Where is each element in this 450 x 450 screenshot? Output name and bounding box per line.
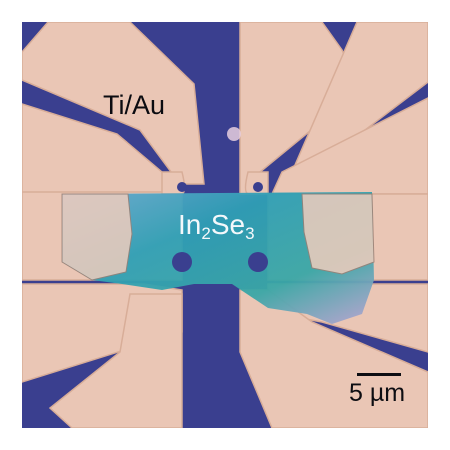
- electrode-bottom-left: [48, 293, 183, 428]
- debris: [227, 127, 241, 141]
- scale-bar-label: 5 µm: [349, 379, 406, 407]
- contact-material-label: Ti/Au: [103, 90, 166, 120]
- flake-material-label: In2Se3: [178, 209, 255, 243]
- micrograph: [22, 22, 428, 428]
- micrograph-image: [22, 22, 428, 428]
- electrode-far-top-right: [290, 22, 428, 174]
- pad-holes: [172, 182, 268, 272]
- flake-label-base: In: [178, 209, 202, 240]
- flake-label-sub1: 2: [201, 224, 211, 243]
- flake-label-mid: Se: [210, 209, 246, 240]
- electrode-upper-right: [270, 97, 428, 195]
- flake-label-sub2: 3: [245, 224, 255, 243]
- scale-bar: [357, 373, 401, 376]
- flake: [62, 192, 374, 324]
- flake-overlap: [61, 193, 375, 281]
